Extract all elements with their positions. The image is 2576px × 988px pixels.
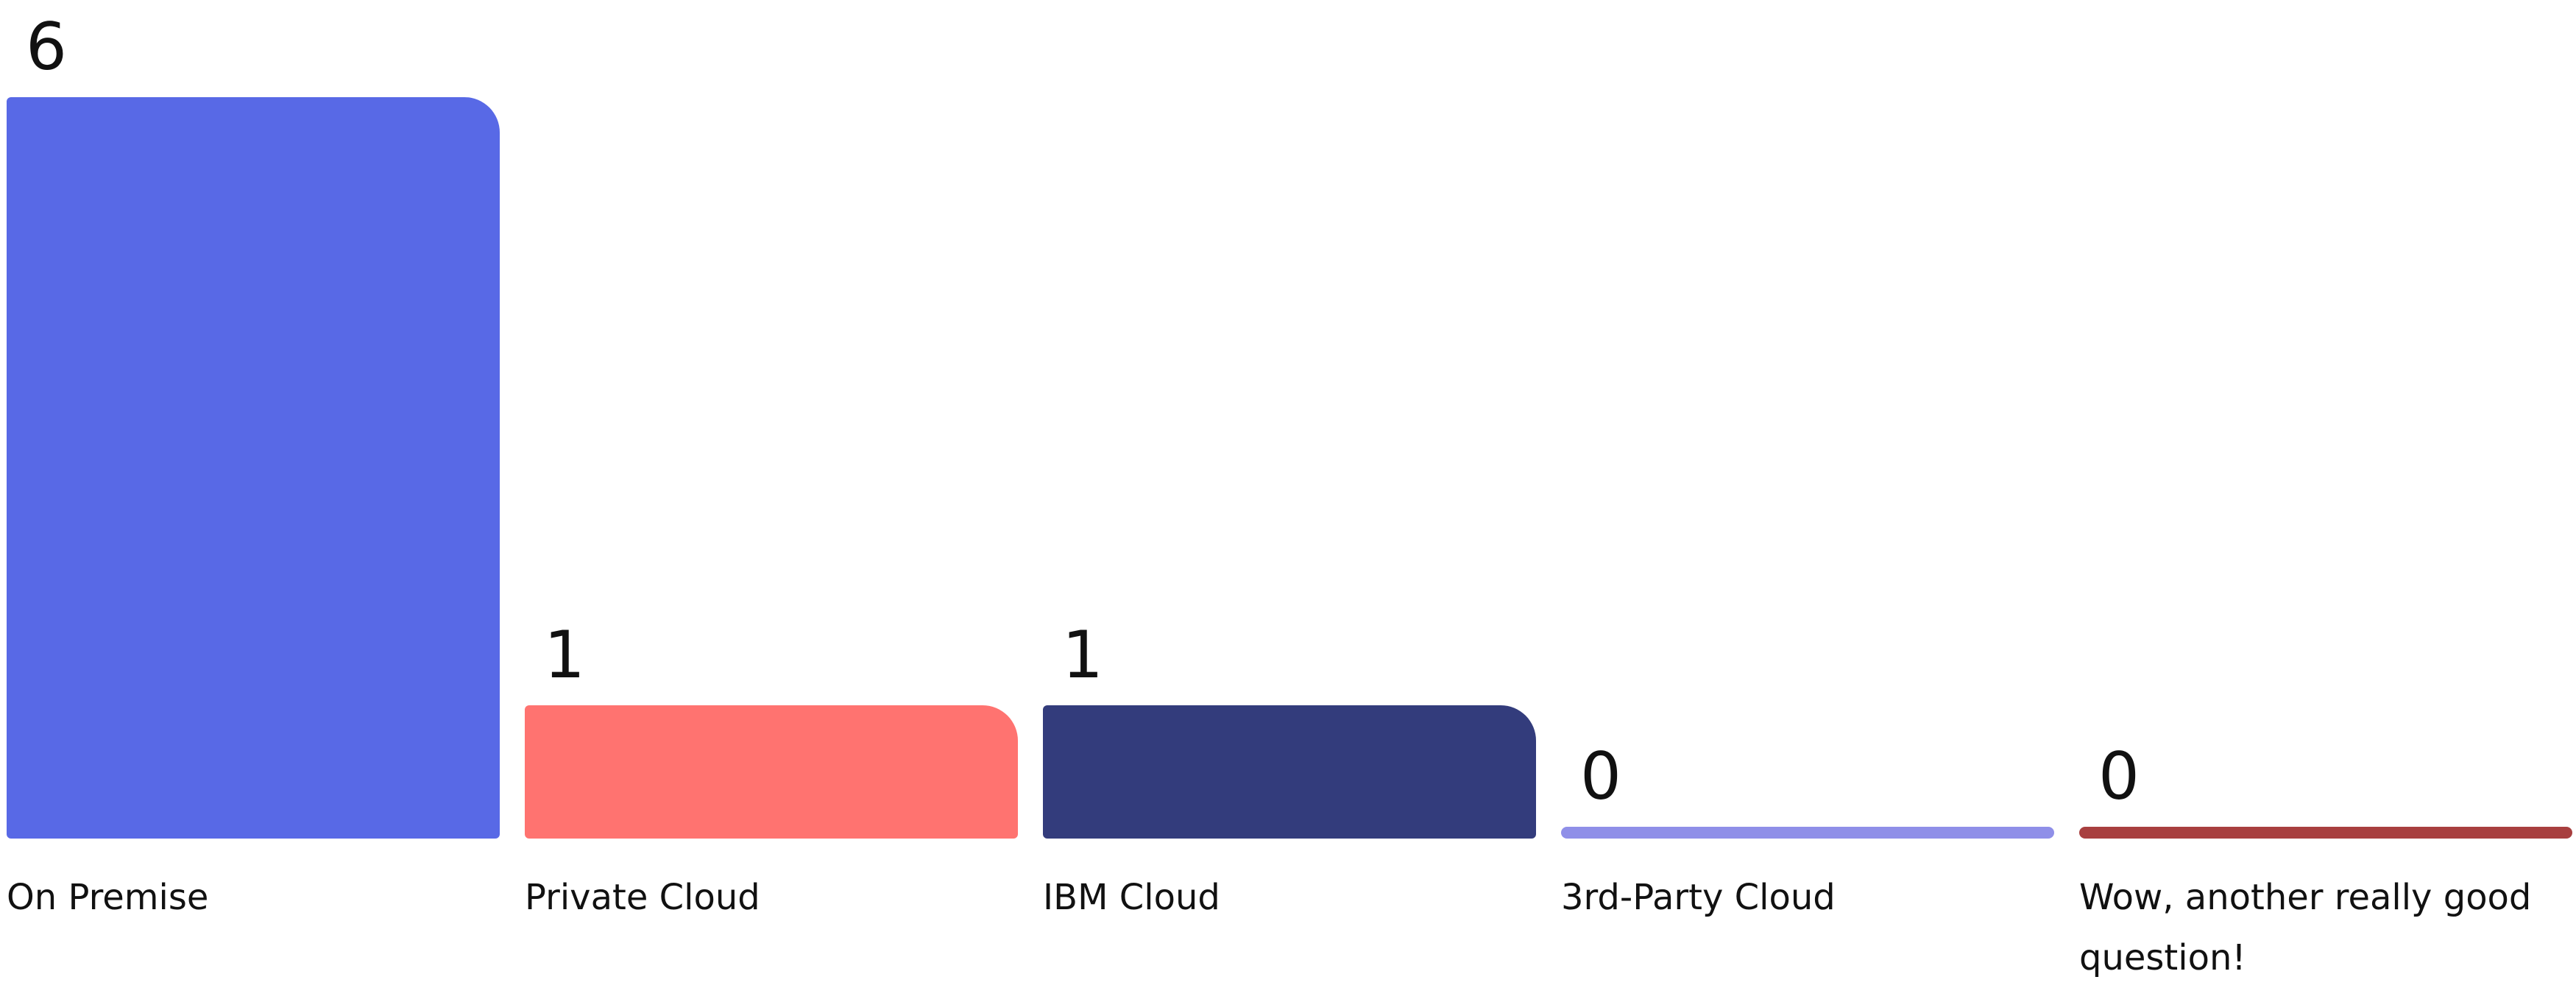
value-label: 6 <box>26 9 67 85</box>
category-label: 3rd-Party Cloud <box>1561 877 1836 918</box>
bar <box>2079 827 2572 839</box>
bar <box>7 97 500 839</box>
category-label: On Premise <box>7 877 209 918</box>
category-label: Private Cloud <box>525 877 760 918</box>
value-label: 1 <box>544 616 585 693</box>
bar <box>1043 705 1536 839</box>
value-label: 0 <box>1580 738 1621 814</box>
category-label: Wow, another really good question! <box>2079 877 2532 978</box>
bar <box>525 705 1018 839</box>
value-label: 1 <box>1062 616 1103 693</box>
value-label: 0 <box>2098 738 2140 814</box>
category-label: IBM Cloud <box>1043 877 1220 918</box>
bar <box>1561 827 2054 839</box>
